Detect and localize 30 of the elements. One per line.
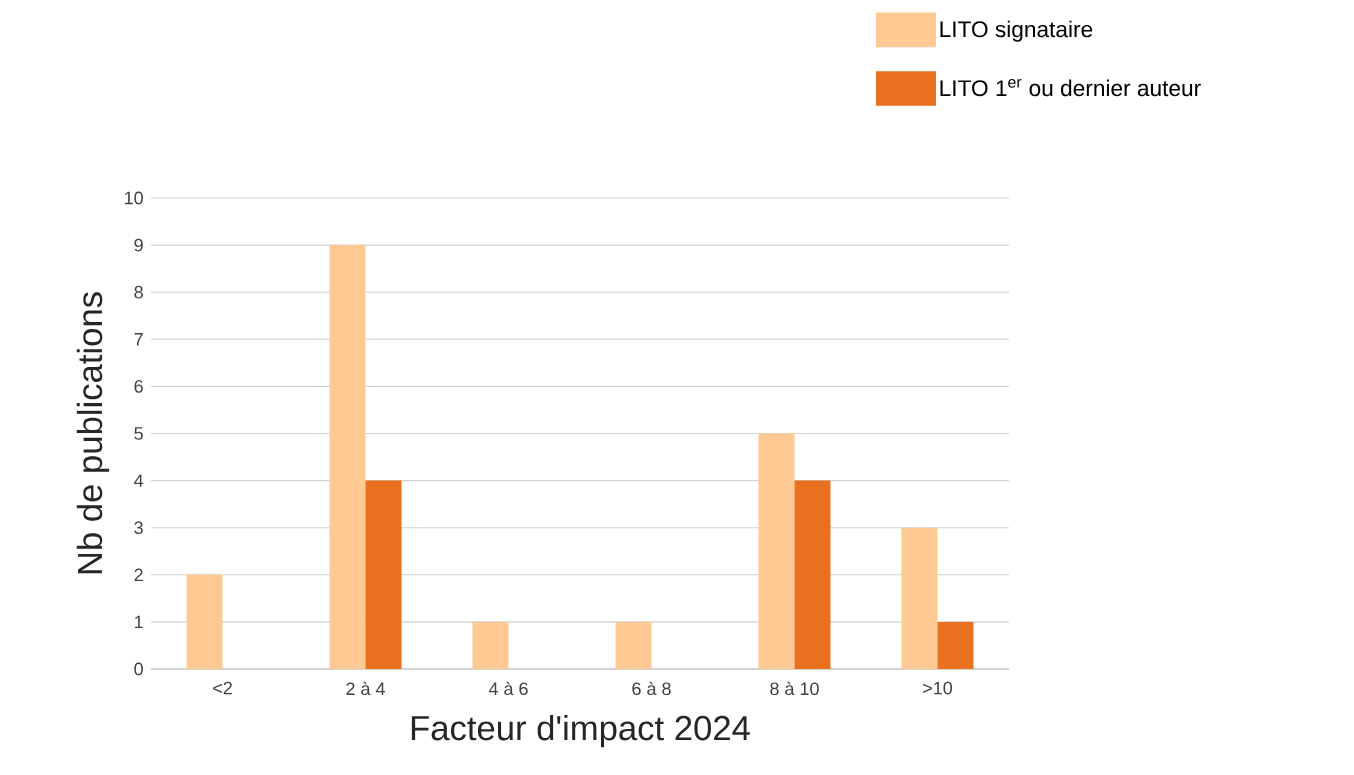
x-tick-label: 8 à 10 (770, 681, 819, 696)
y-axis-title: Nb de publications (76, 292, 110, 574)
y-tick-label: 6 (134, 380, 143, 393)
bar (937, 621, 974, 669)
bar (186, 574, 223, 669)
y-tick-label: 3 (134, 521, 143, 535)
y-tick-label: 9 (134, 238, 143, 252)
y-tick-label: 10 (124, 191, 143, 205)
legend-label: LITO signataire (940, 20, 1093, 42)
y-tick-label: 4 (134, 474, 144, 487)
legend-label: LITO 1$^{er}$ ou dernier auteur (940, 79, 1201, 97)
bar (472, 621, 509, 669)
y-tick-label: 2 (134, 568, 143, 582)
bar (365, 480, 402, 669)
y-tick-label: 1 (135, 615, 143, 629)
x-tick-label: >10 (923, 681, 953, 695)
y-tick-label: 7 (134, 333, 143, 346)
bar (794, 480, 831, 669)
x-axis-title: Facteur d'impact 2024 (411, 714, 750, 748)
bar (329, 245, 366, 669)
y-tick-label: 8 (134, 285, 143, 299)
x-tick-label: 6 à 8 (632, 681, 671, 696)
y-tick-label: 0 (134, 662, 143, 676)
x-tick-label: 2 à 4 (346, 681, 385, 696)
y-tick-label: 5 (134, 427, 143, 440)
bar (901, 527, 938, 669)
bar (615, 621, 652, 669)
x-tick-label: 4 à 6 (488, 681, 528, 696)
bar (758, 433, 795, 669)
x-tick-label: <2 (213, 681, 232, 695)
